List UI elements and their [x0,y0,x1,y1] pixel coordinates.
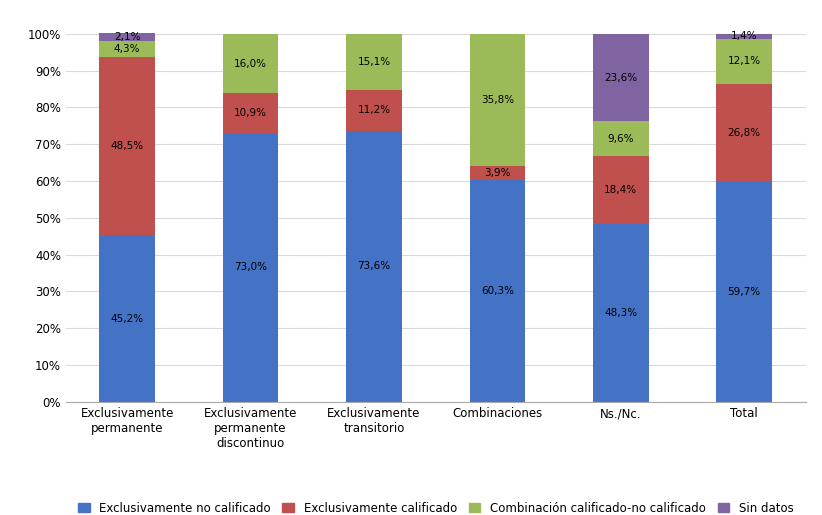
Bar [593,224,649,402]
Bar [717,39,772,83]
Bar [223,93,279,133]
Text: 48,3%: 48,3% [604,308,637,318]
Text: 1,4%: 1,4% [731,31,757,41]
Text: 12,1%: 12,1% [727,56,760,66]
Bar [717,182,772,402]
Text: 9,6%: 9,6% [607,134,634,144]
Bar [99,33,155,41]
Text: 16,0%: 16,0% [234,59,267,68]
Bar [346,34,402,90]
Text: 23,6%: 23,6% [604,73,637,82]
Bar [223,34,279,93]
Text: 15,1%: 15,1% [358,57,390,67]
Text: 73,0%: 73,0% [234,263,267,272]
Text: 60,3%: 60,3% [481,286,514,296]
Bar [717,34,772,39]
Text: 45,2%: 45,2% [111,314,144,323]
Bar [469,34,525,165]
Text: 4,3%: 4,3% [114,44,141,54]
Bar [346,90,402,131]
Bar [469,180,525,402]
Bar [593,157,649,224]
Text: 26,8%: 26,8% [727,128,760,138]
Bar [99,235,155,402]
Bar [223,133,279,402]
Text: 35,8%: 35,8% [481,95,514,105]
Text: 2,1%: 2,1% [114,32,141,42]
Text: 11,2%: 11,2% [358,106,390,115]
Bar [99,57,155,235]
Text: 18,4%: 18,4% [604,185,637,195]
Bar [717,83,772,182]
Bar [593,34,649,121]
Text: 10,9%: 10,9% [234,108,267,118]
Text: 3,9%: 3,9% [484,168,510,178]
Bar [593,121,649,157]
Text: 48,5%: 48,5% [111,141,144,151]
Text: 59,7%: 59,7% [727,287,760,297]
Legend: Exclusivamente no calificado, Exclusivamente calificado, Combinación calificado-: Exclusivamente no calificado, Exclusivam… [73,497,798,515]
Bar [346,131,402,402]
Bar [99,41,155,57]
Bar [469,165,525,180]
Text: 73,6%: 73,6% [358,261,390,271]
